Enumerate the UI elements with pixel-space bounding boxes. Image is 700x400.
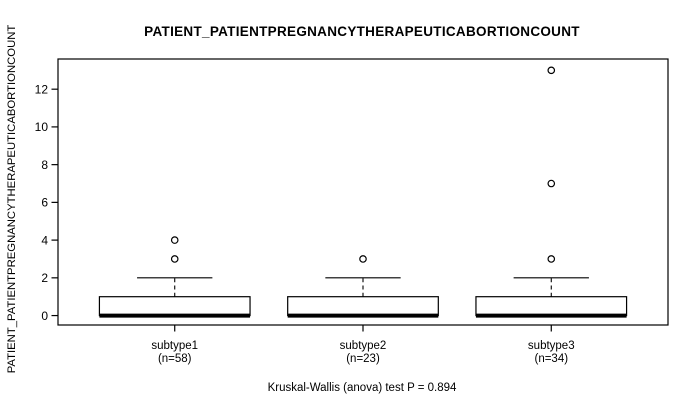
y-tick-label: 2 bbox=[41, 271, 48, 285]
chart-title: PATIENT_PATIENTPREGNANCYTHERAPEUTICABORT… bbox=[144, 24, 580, 39]
box bbox=[287, 296, 439, 317]
y-tick-label: 12 bbox=[35, 82, 49, 96]
group-label: subtype1 bbox=[151, 340, 198, 352]
outlier-point bbox=[170, 255, 179, 263]
group-count-label: (n=23) bbox=[346, 353, 380, 365]
stat-test-caption: Kruskal-Wallis (anova) test P = 0.894 bbox=[268, 382, 457, 394]
y-tick-label: 10 bbox=[35, 120, 49, 134]
box bbox=[475, 296, 628, 317]
outlier-point bbox=[359, 255, 367, 263]
outlier-point bbox=[170, 236, 179, 244]
group-label: subtype2 bbox=[340, 340, 387, 352]
outlier-point bbox=[547, 179, 556, 188]
y-tick-label: 6 bbox=[41, 196, 48, 210]
y-axis-title: PATIENT_PATIENTPREGNANCYTHERAPEUTICABORT… bbox=[6, 25, 18, 374]
y-tick-label: 0 bbox=[41, 309, 48, 323]
plot-area: 0 2 4 6 8 10 12 subtype1(n=58) subtype2(n=23) sub… bbox=[35, 58, 669, 365]
box bbox=[98, 296, 251, 317]
group-count-label: (n=58) bbox=[158, 353, 192, 365]
plot-frame bbox=[57, 58, 669, 326]
group-count-label: (n=34) bbox=[534, 353, 568, 365]
group-label: subtype3 bbox=[528, 340, 575, 352]
outlier-point bbox=[547, 255, 556, 263]
y-tick-label: 4 bbox=[41, 233, 48, 247]
y-tick-label: 8 bbox=[41, 158, 48, 172]
outlier-point bbox=[547, 66, 556, 75]
